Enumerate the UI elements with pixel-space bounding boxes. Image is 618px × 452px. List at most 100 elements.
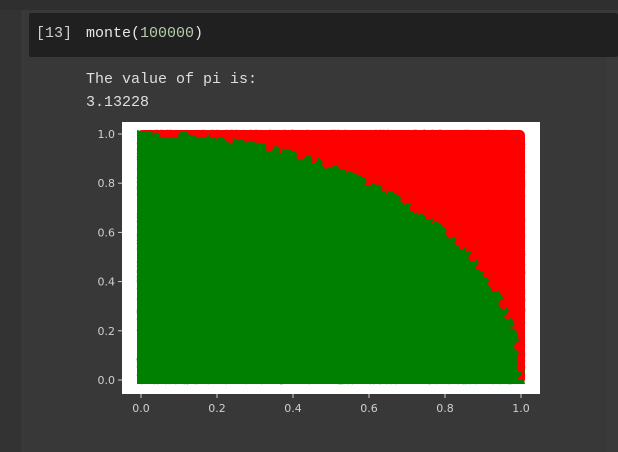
scatter-point [136, 295, 146, 304]
scatter-point [488, 375, 497, 385]
scatter-point [516, 260, 526, 269]
scatter-point [474, 284, 484, 294]
scatter-point [391, 375, 401, 385]
scatter-point [252, 129, 261, 139]
cell-gutter [0, 10, 23, 452]
scatter-point [262, 153, 272, 163]
scatter-point [411, 129, 421, 139]
scatter-point [516, 215, 526, 225]
execution-count: [13] [36, 25, 73, 42]
scatter-point [221, 129, 231, 139]
scatter-point [178, 140, 188, 150]
scatter-point [343, 375, 353, 385]
scatter-marks [136, 129, 526, 385]
scatter-point [455, 253, 464, 263]
scatter-point [335, 171, 345, 181]
scatter-point [516, 356, 526, 366]
y-tick-label: 0.4 [98, 276, 116, 289]
scatter-point [499, 300, 508, 310]
scatter-point [375, 375, 384, 385]
scatter-point [136, 184, 146, 194]
scatter-point [484, 129, 493, 139]
code-close-paren: ) [194, 25, 204, 42]
scatter-point [136, 213, 146, 222]
scatter-point [369, 375, 379, 385]
code-argument: 100000 [140, 25, 195, 42]
right-edge [606, 57, 618, 452]
scatter-point [469, 279, 479, 288]
code-cell-input[interactable]: [13] monte(100000) [29, 13, 618, 57]
scatter-point [186, 134, 196, 144]
scatter-point [371, 129, 381, 139]
scatter-point [341, 129, 350, 139]
scatter-point [271, 155, 280, 164]
scatter-point [516, 363, 526, 372]
inside-points-fill [137, 130, 525, 384]
scatter-point [165, 136, 174, 145]
scatter-point [425, 375, 435, 385]
scatter-point [136, 284, 146, 293]
code-text[interactable]: monte(100000) [86, 25, 203, 42]
scatter-point [516, 247, 526, 256]
scatter-point [348, 173, 357, 182]
scatter-point [497, 308, 507, 318]
scatter-point [516, 176, 526, 185]
scatter-point [242, 149, 251, 158]
scatter-point [480, 277, 490, 286]
scatter-point [296, 152, 306, 161]
scatter-point [190, 375, 199, 385]
scatter-point [256, 145, 265, 154]
scatter-point [382, 375, 391, 385]
x-tick-label: 0.4 [284, 402, 302, 415]
scatter-point [288, 129, 297, 139]
scatter-point [334, 129, 343, 139]
scatter-point [199, 129, 208, 139]
scatter-point [516, 288, 526, 297]
scatter-point [481, 271, 490, 280]
scatter-point [468, 253, 477, 262]
scatter-point [266, 129, 275, 139]
scatter-point [182, 375, 192, 385]
scatter-point [516, 224, 526, 234]
y-tick-label: 0.6 [98, 226, 116, 239]
scatter-point [136, 305, 146, 315]
scatter-point [171, 375, 181, 385]
y-tick-label: 0.2 [98, 325, 116, 338]
scatter-point [204, 375, 213, 385]
scatter-point [143, 138, 153, 148]
scatter-point [136, 261, 146, 271]
scatter-point [136, 155, 146, 164]
scatter-point [327, 168, 337, 178]
scatter-point [428, 129, 437, 139]
scatter-point [508, 357, 517, 367]
scatter-point [246, 129, 255, 139]
scatter-point [409, 203, 418, 213]
scatter-point [342, 173, 351, 183]
scatter-point [446, 230, 455, 239]
scatter-point [490, 299, 499, 309]
scatter-point [496, 375, 505, 385]
scatter-point [460, 260, 470, 270]
scatter-point [453, 375, 463, 385]
scatter-point [436, 129, 445, 139]
scatter-point [265, 143, 274, 152]
scatter-point [432, 375, 441, 385]
scatter-point [304, 155, 313, 165]
code-function: monte( [86, 25, 141, 42]
scatter-point [136, 325, 146, 335]
scatter-point [445, 375, 454, 385]
scatter-point [501, 129, 510, 139]
scatter-point [481, 288, 491, 298]
scatter-point [303, 129, 312, 139]
scatter-point [516, 318, 526, 328]
scatter-point [516, 339, 526, 349]
y-tick-label: 0.8 [98, 177, 116, 190]
scatter-point [242, 375, 251, 385]
y-tick-label: 1.0 [98, 128, 116, 141]
scatter-point [136, 236, 146, 245]
scatter-point [136, 173, 146, 182]
scatter-point [136, 145, 146, 154]
output-pi-value: 3.13228 [86, 94, 150, 111]
x-tick-label: 0.6 [360, 402, 378, 415]
